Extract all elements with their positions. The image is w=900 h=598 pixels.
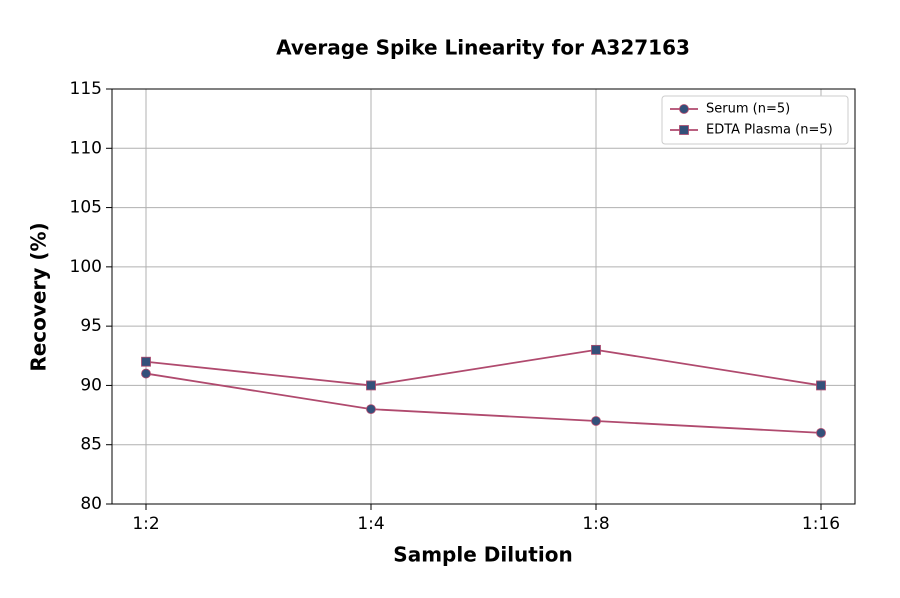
marker: [591, 416, 601, 426]
marker: [591, 344, 601, 355]
marker: [141, 356, 151, 367]
marker: [366, 404, 376, 415]
marker: [816, 380, 826, 391]
y-tick-label: 110: [70, 138, 102, 158]
x-tick-label: 1:2: [132, 514, 159, 534]
y-tick-label: 85: [80, 435, 102, 455]
series-line: [145, 348, 822, 387]
legend-label: EDTA Plasma (n=5): [706, 123, 833, 138]
y-tick-label: 95: [80, 316, 102, 336]
plot-frame: [111, 88, 856, 505]
y-tick-label: 115: [70, 79, 102, 99]
series-line: [145, 372, 822, 434]
marker: [679, 125, 689, 135]
y-tick-label: 100: [70, 257, 102, 277]
x-tick-label: 1:16: [802, 514, 840, 534]
marker: [366, 380, 376, 391]
chart-title: Average Spike Linearity for A327163: [276, 36, 690, 60]
marker: [816, 427, 826, 438]
y-tick-label: 90: [80, 375, 102, 395]
marker: [141, 368, 151, 379]
marker: [679, 104, 689, 114]
x-tick-label: 1:8: [582, 514, 609, 534]
y-tick-label: 105: [70, 198, 102, 218]
x-axis-label: Sample Dilution: [393, 543, 572, 567]
x-tick-label: 1:4: [357, 514, 384, 534]
legend-label: Serum (n=5): [706, 102, 790, 117]
y-tick-label: 80: [80, 494, 102, 514]
y-axis-label: Recovery (%): [27, 222, 51, 371]
legend-box: [661, 95, 849, 145]
